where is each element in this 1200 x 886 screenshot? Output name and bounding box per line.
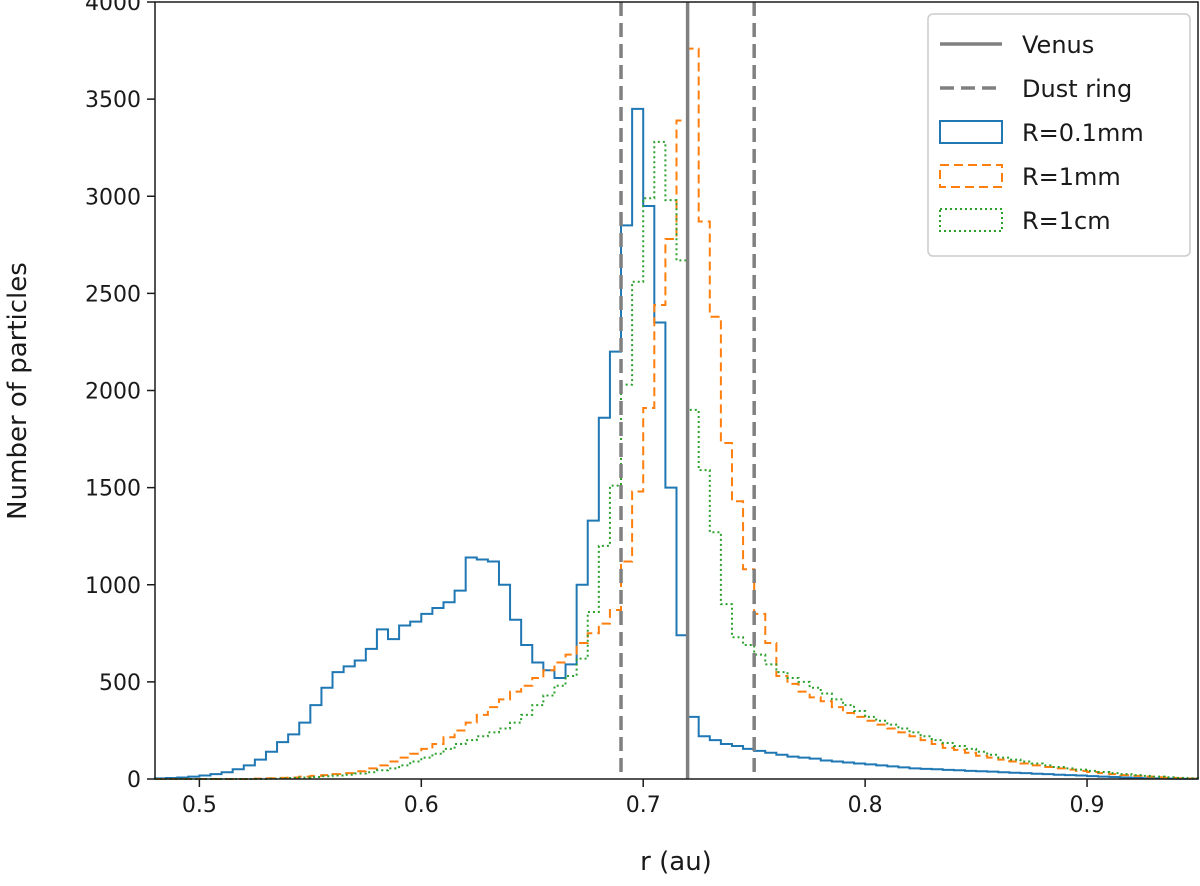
y-tick-label: 500	[99, 671, 141, 696]
x-tick-label: 0.8	[848, 793, 883, 818]
x-tick-label: 0.5	[182, 793, 217, 818]
x-tick-label: 0.9	[1070, 793, 1105, 818]
y-tick-label: 1000	[85, 574, 141, 599]
x-ticks: 0.5 0.6 0.7 0.8 0.9	[182, 779, 1105, 818]
legend-label: Venus	[1022, 31, 1094, 59]
series-r-0-1mm	[154, 107, 1199, 780]
y-tick-label: 3500	[85, 88, 141, 113]
legend-label: R=0.1mm	[1022, 119, 1144, 147]
x-tick-label: 0.6	[404, 793, 439, 818]
legend-swatch-r-1mm	[939, 164, 1003, 188]
y-tick-label: 3000	[85, 185, 141, 210]
y-tick-label: 1500	[85, 477, 141, 502]
series-r-1mm	[155, 47, 1200, 780]
legend: Venus Dust ring R=0.1mm R=1mm R=1cm	[927, 13, 1191, 257]
legend-label: Dust ring	[1022, 75, 1132, 103]
legend-label: R=1mm	[1022, 163, 1121, 191]
vline-layer	[619, 2, 756, 779]
x-tick-label: 0.7	[626, 793, 661, 818]
legend-label: R=1cm	[1022, 207, 1111, 235]
y-tick-label: 2500	[85, 282, 141, 307]
legend-box	[927, 13, 1191, 257]
legend-swatch-r-1cm	[939, 208, 1003, 232]
y-axis-label: Number of particles	[3, 262, 33, 520]
y-ticks: 0 500 1000 1500 2000 2500 3000 3500 4000	[85, 0, 155, 793]
series-layer	[154, 47, 1200, 780]
series-r-1cm	[155, 140, 1200, 780]
y-tick-label: 2000	[85, 380, 141, 405]
y-tick-label: 0	[127, 768, 141, 793]
y-tick-label: 4000	[85, 0, 141, 16]
legend-swatch-r-0-1mm	[939, 120, 1003, 144]
x-axis-label: r (au)	[640, 847, 712, 877]
